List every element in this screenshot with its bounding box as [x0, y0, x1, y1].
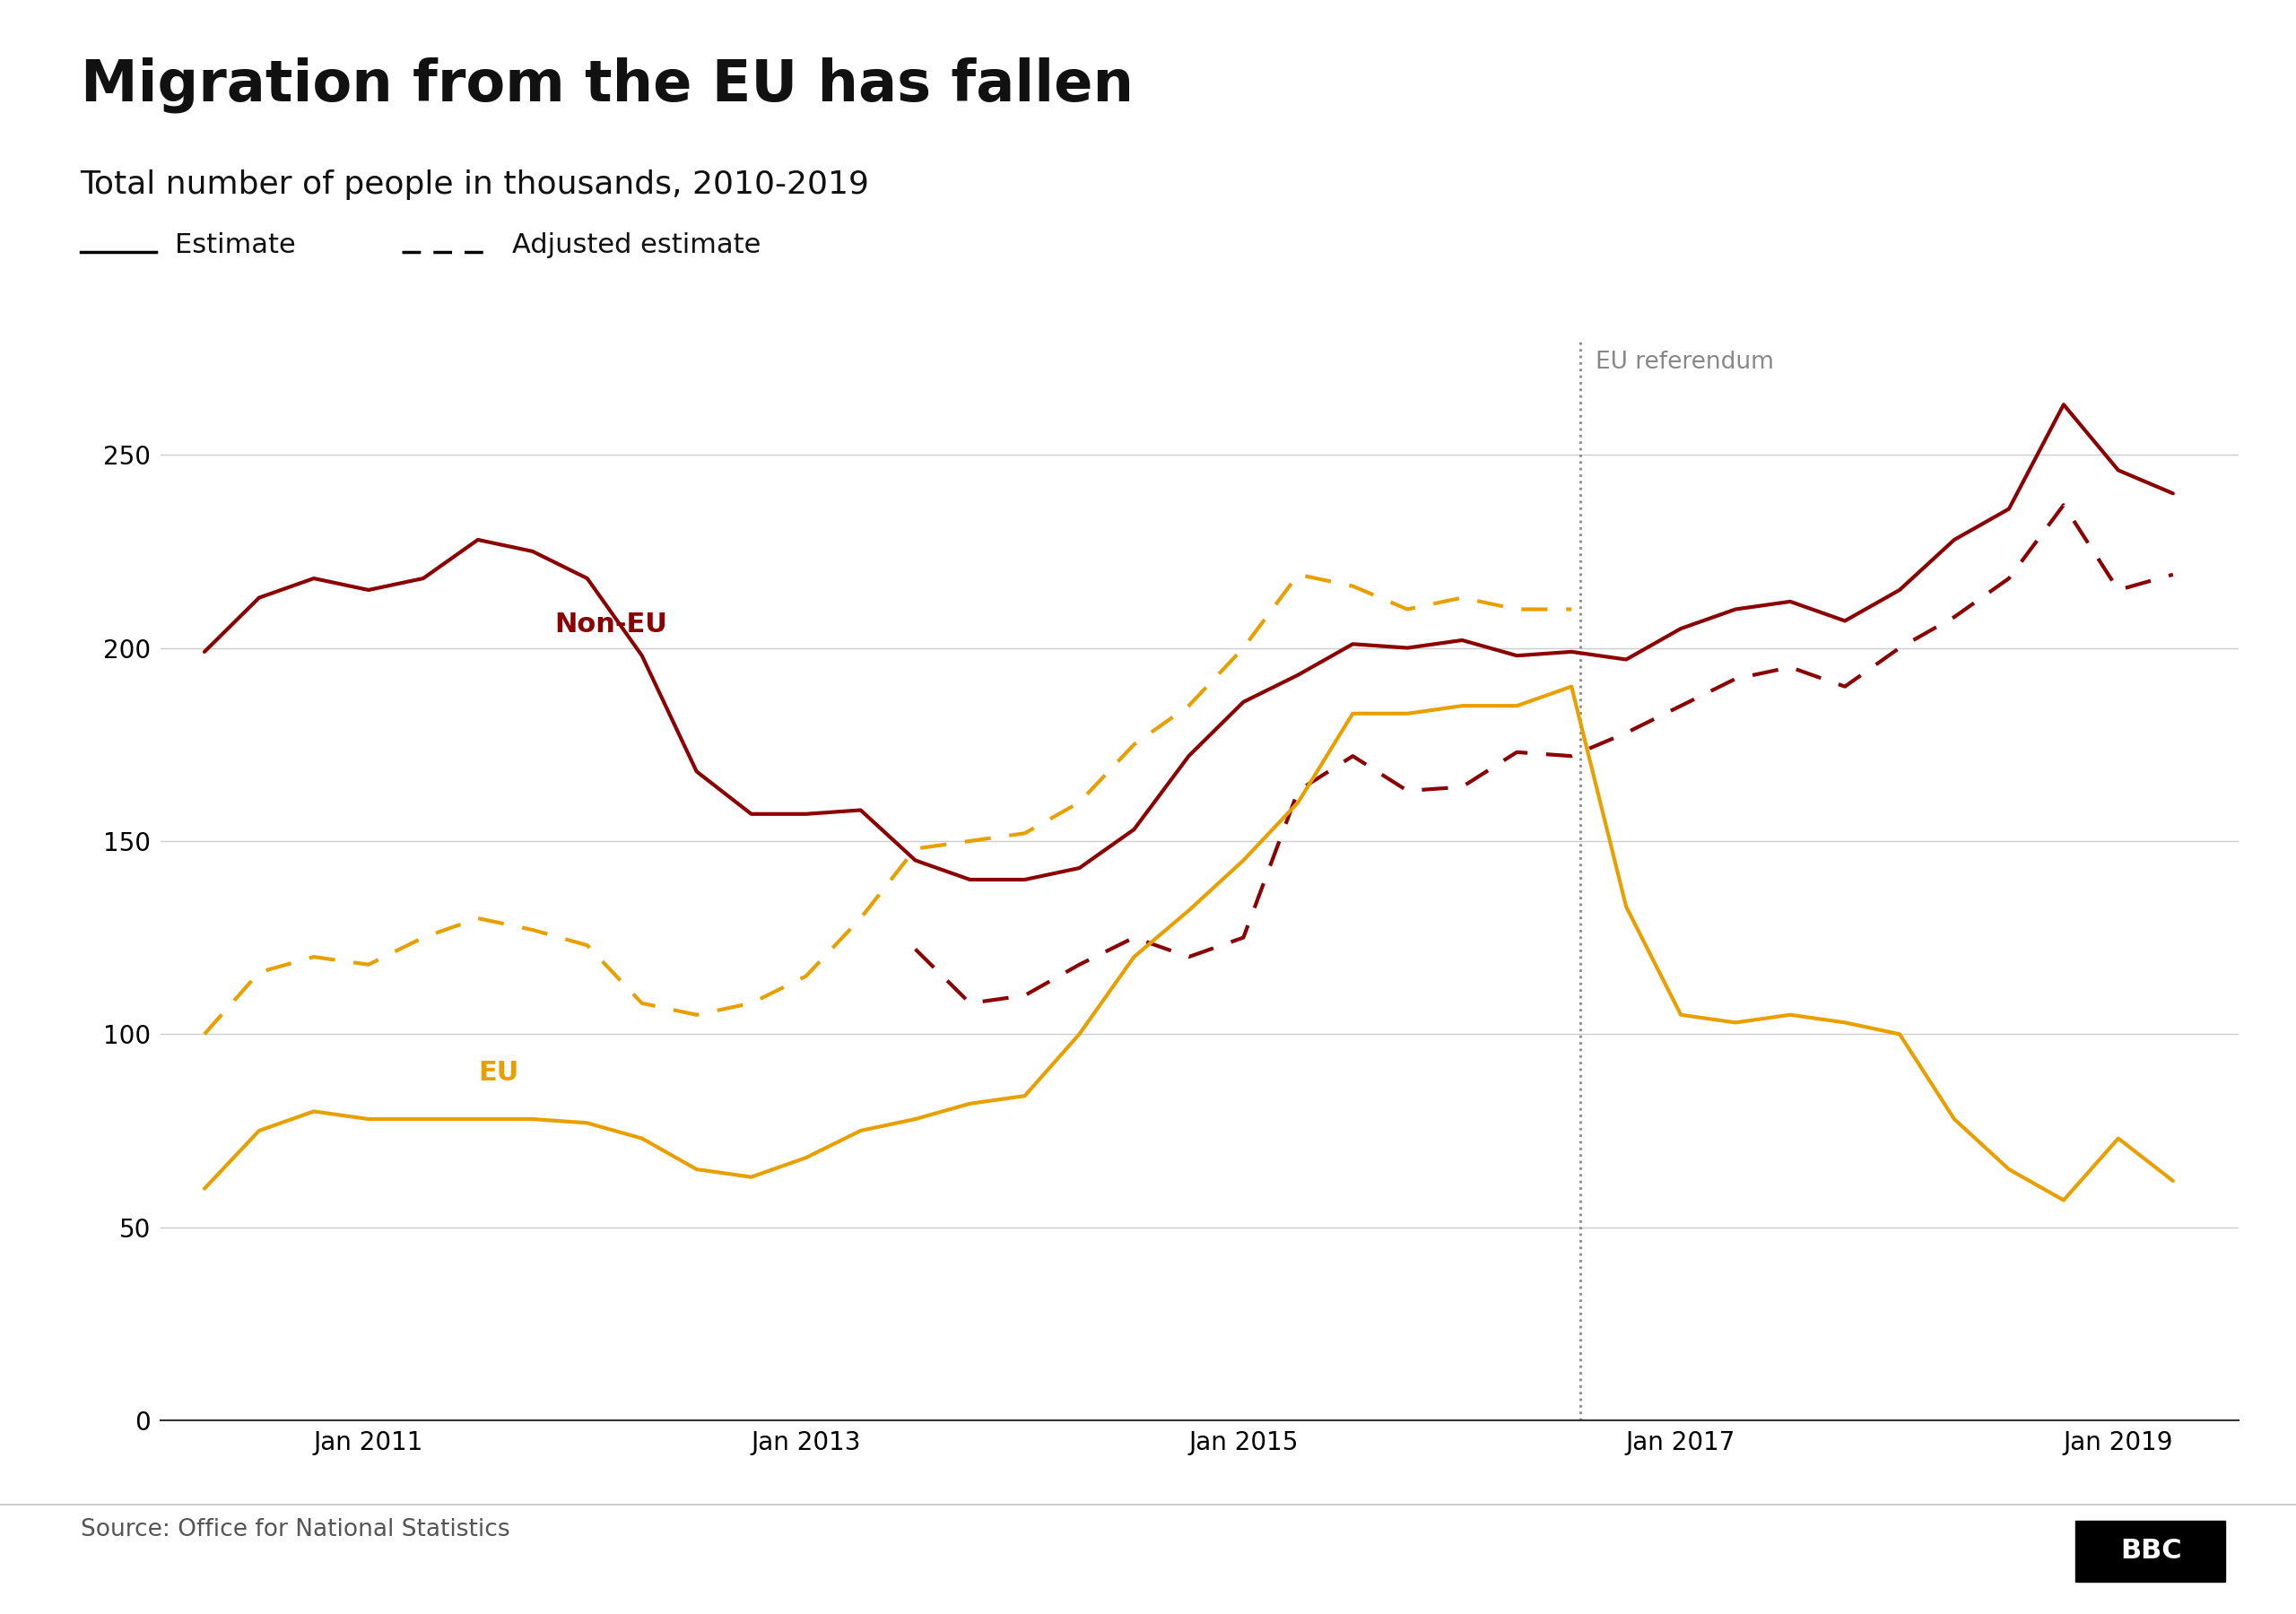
Text: Source: Office for National Statistics: Source: Office for National Statistics: [80, 1519, 510, 1541]
Text: EU: EU: [478, 1060, 519, 1086]
Text: EU referendum: EU referendum: [1596, 350, 1775, 374]
Text: Total number of people in thousands, 2010-2019: Total number of people in thousands, 201…: [80, 169, 870, 200]
Text: Migration from the EU has fallen: Migration from the EU has fallen: [80, 56, 1134, 113]
Text: Adjusted estimate: Adjusted estimate: [512, 232, 760, 258]
Text: Non-EU: Non-EU: [553, 612, 668, 638]
Text: Estimate: Estimate: [174, 232, 296, 258]
Text: BBC: BBC: [2122, 1538, 2181, 1564]
